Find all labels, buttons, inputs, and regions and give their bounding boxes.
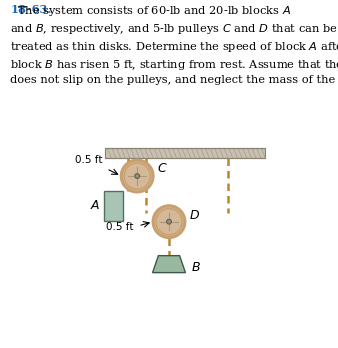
Circle shape: [121, 160, 153, 192]
Text: 0.5 ft: 0.5 ft: [106, 222, 134, 232]
Text: $D$: $D$: [189, 209, 200, 222]
Bar: [104, 191, 123, 221]
Text: The system consists of 60-lb and 20-lb blocks $A$
and $B$, respectively, and 5-l: The system consists of 60-lb and 20-lb b…: [10, 4, 338, 85]
Bar: [105, 149, 265, 158]
Bar: [135, 158, 139, 172]
Polygon shape: [152, 256, 186, 272]
Text: $B$: $B$: [191, 261, 200, 274]
Circle shape: [153, 206, 185, 238]
Text: 0.5 ft: 0.5 ft: [75, 156, 102, 165]
Text: $A$: $A$: [90, 199, 100, 212]
Circle shape: [135, 174, 140, 179]
Circle shape: [167, 219, 171, 224]
Text: $C$: $C$: [157, 161, 168, 175]
Text: 18–63.: 18–63.: [10, 4, 51, 15]
